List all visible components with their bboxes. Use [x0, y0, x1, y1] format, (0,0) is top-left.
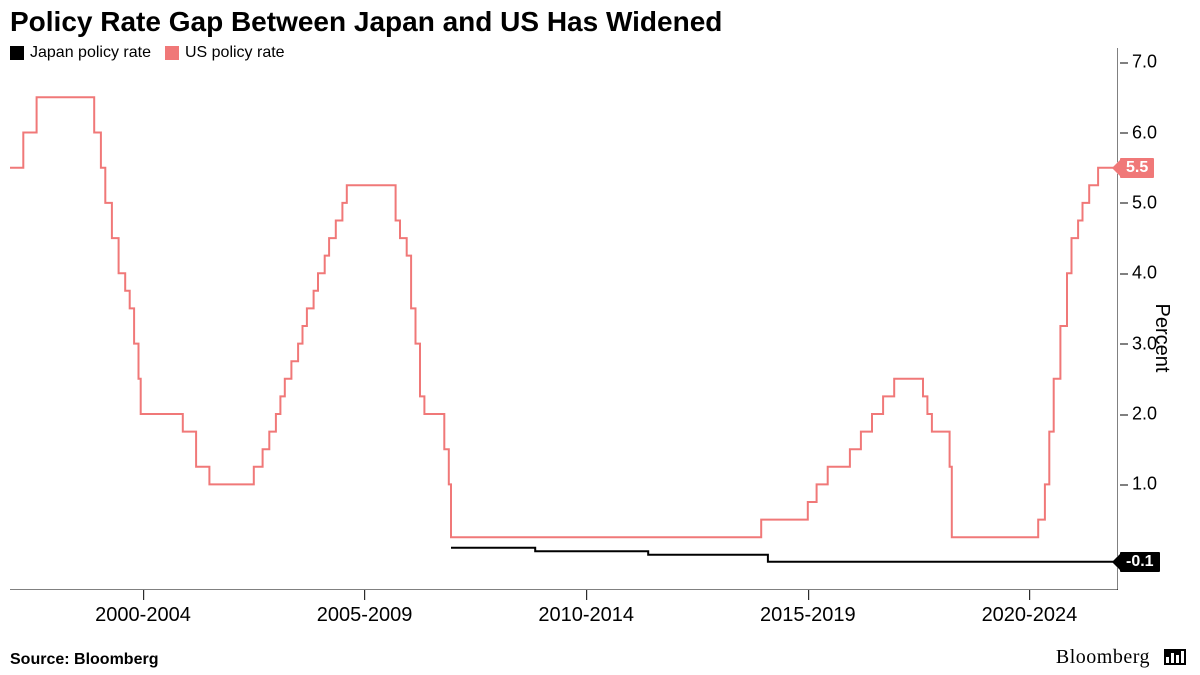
y-tick: 4.0 [1132, 263, 1157, 284]
y-tick: 6.0 [1132, 122, 1157, 143]
chart-title: Policy Rate Gap Between Japan and US Has… [10, 6, 722, 38]
source-text: Source: Bloomberg [10, 651, 158, 669]
x-tick: 2000-2004 [95, 604, 191, 627]
end-tag-japan: -0.1 [1120, 552, 1160, 572]
bloomberg-icon [1164, 649, 1186, 665]
x-tick: 2005-2009 [317, 604, 413, 627]
series-japan [451, 548, 1118, 562]
attribution-text: Bloomberg [1056, 646, 1150, 669]
x-tick: 2015-2019 [760, 604, 856, 627]
y-tick: 7.0 [1132, 52, 1157, 73]
x-axis-ticks: 2000-2004 2005-2009 2010-2014 2015-2019 2020… [10, 590, 1118, 636]
y-axis-label: Percent [1150, 303, 1173, 372]
end-tag-us: 5.5 [1120, 158, 1154, 178]
series-us [10, 97, 1118, 537]
x-tick: 2020-2024 [982, 604, 1078, 627]
y-tick: 5.0 [1132, 192, 1157, 213]
y-tick: 1.0 [1132, 474, 1157, 495]
chart-plot [10, 48, 1118, 590]
x-tick: 2010-2014 [538, 604, 634, 627]
y-tick: 2.0 [1132, 404, 1157, 425]
